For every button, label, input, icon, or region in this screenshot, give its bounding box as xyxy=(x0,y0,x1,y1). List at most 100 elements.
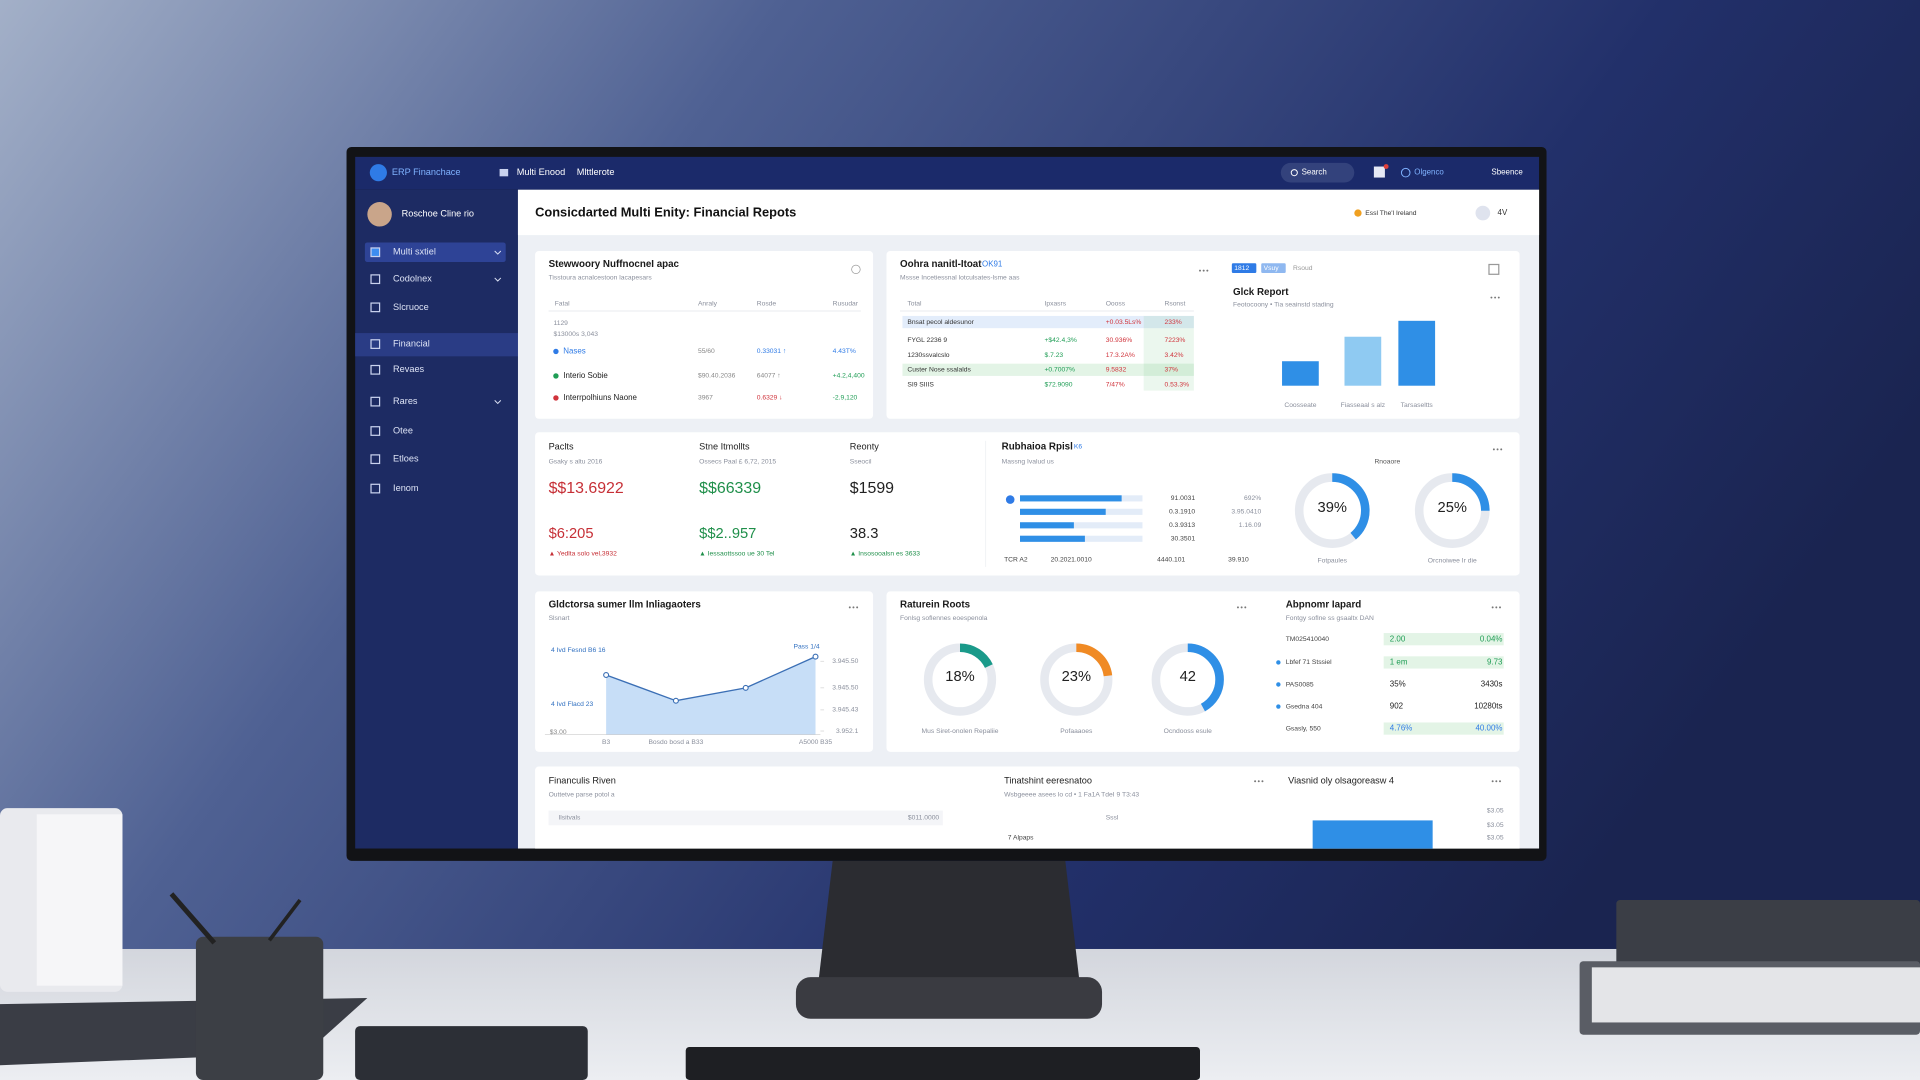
more-icon[interactable] xyxy=(1257,780,1260,783)
chart-subtitle: Massng Ivalud us xyxy=(1002,458,1055,465)
table-cell: 10280ts xyxy=(1474,702,1502,711)
kpi-label: Paclts xyxy=(549,441,574,451)
table-cell: SI9 SIIIS xyxy=(907,381,934,388)
kpi-value: 38.3 xyxy=(850,526,879,542)
keyboard xyxy=(685,1046,1200,1080)
x-tick-label: Fiasseaal s alz xyxy=(1341,402,1386,409)
report-tag[interactable]: Vsuy xyxy=(1264,265,1280,272)
row-highlight xyxy=(902,363,1194,376)
nav-item[interactable]: Multi sxtiel xyxy=(393,247,436,257)
more-icon[interactable] xyxy=(848,606,851,609)
more-icon[interactable] xyxy=(1244,606,1247,609)
table-cell: 1230ssvalcslo xyxy=(907,352,949,359)
nav-icon xyxy=(370,302,381,313)
annotation: Pass 1/4 xyxy=(793,643,819,650)
bar xyxy=(1398,320,1436,386)
table-cell: Gsedna 404 xyxy=(1286,703,1323,710)
more-icon[interactable] xyxy=(1199,269,1201,272)
table-cell: 40.00% xyxy=(1476,724,1503,733)
table-cell: 17.3.2A% xyxy=(1106,352,1135,359)
status-dot xyxy=(1276,682,1281,687)
list-row xyxy=(548,810,943,826)
kpi-trend: ▲ Iessaottssoo ue 30 Tel xyxy=(699,550,775,557)
status-dot xyxy=(553,348,559,355)
more-icon[interactable] xyxy=(1491,780,1494,783)
more-icon[interactable] xyxy=(1497,296,1500,299)
more-icon[interactable] xyxy=(1240,606,1243,609)
point xyxy=(603,672,610,678)
value-text: 0.3.9313 xyxy=(1169,522,1195,529)
more-icon[interactable] xyxy=(1495,606,1498,609)
report-icon xyxy=(1488,263,1500,275)
user-name: Roschoe Cline rio xyxy=(402,209,474,219)
more-icon[interactable] xyxy=(1206,269,1209,272)
more-icon[interactable] xyxy=(1495,780,1498,783)
book-pages xyxy=(1591,967,1920,1023)
donut-label: 23% xyxy=(1062,669,1091,685)
more-icon[interactable] xyxy=(852,606,855,609)
note: 1129 xyxy=(553,320,568,327)
more-icon[interactable] xyxy=(1499,780,1501,783)
table-cell: Custer Nose ssalalds xyxy=(907,367,971,374)
more-icon[interactable] xyxy=(1236,606,1239,609)
kpi-trend: ▲ Insosooalsn es 3633 xyxy=(850,550,920,557)
more-icon[interactable] xyxy=(1500,448,1503,451)
expand-icon xyxy=(851,264,861,275)
nav-item[interactable]: Rares xyxy=(393,396,418,406)
card-tag: OK91 xyxy=(982,260,1003,269)
table-cell: $90.40.2036 xyxy=(698,373,736,380)
table-cell: +0.03.5Ls% xyxy=(1106,319,1142,326)
tab[interactable]: Multi Enood xyxy=(517,167,565,177)
donut-caption: Mus Siret-onolen Repaliie xyxy=(922,728,999,735)
nav-item[interactable]: Revaes xyxy=(393,364,425,374)
more-icon[interactable] xyxy=(1254,780,1257,783)
more-icon[interactable] xyxy=(1261,780,1264,783)
nav-item[interactable]: Financial xyxy=(393,339,430,349)
table-cell: 35% xyxy=(1390,680,1406,689)
more-icon[interactable] xyxy=(856,606,859,609)
column-header: Rsonst xyxy=(1164,300,1185,307)
cell-highlight xyxy=(1383,722,1504,735)
tab[interactable]: Mlttlerote xyxy=(577,167,615,177)
more-icon[interactable] xyxy=(1499,606,1501,609)
donut-arc xyxy=(1040,643,1113,716)
table-cell: +$42.4,3% xyxy=(1044,337,1076,344)
search-box[interactable] xyxy=(1280,162,1355,183)
more-icon[interactable] xyxy=(1492,448,1495,451)
card-title: Tinatshint eeresnatoo xyxy=(1004,776,1092,786)
nav-item[interactable]: Etloes xyxy=(393,454,419,464)
more-icon[interactable] xyxy=(1490,296,1493,299)
nav-item[interactable]: Codolnex xyxy=(393,274,432,284)
more-icon[interactable] xyxy=(1202,269,1205,272)
report-tag[interactable]: 1812 xyxy=(1234,265,1249,272)
status-dot xyxy=(1276,704,1281,709)
donut-arc xyxy=(1294,473,1370,548)
report-tag[interactable]: Rsoud xyxy=(1293,265,1313,272)
footer-text: 20.2021.0010 xyxy=(1051,556,1092,563)
sidebar xyxy=(355,189,518,849)
app-name[interactable]: ERP Financhace xyxy=(392,167,461,177)
point xyxy=(742,684,749,691)
info-icon xyxy=(1005,495,1015,504)
notification-dot xyxy=(1383,164,1389,169)
more-icon[interactable] xyxy=(1491,606,1494,609)
kpi-value: $6:205 xyxy=(549,526,594,542)
org-name[interactable]: Olgenco xyxy=(1414,168,1444,177)
more-icon[interactable] xyxy=(1496,448,1499,451)
nav-icon xyxy=(370,274,381,285)
card xyxy=(535,766,1520,849)
kpi-sub: Sseocil xyxy=(850,458,872,465)
user-menu[interactable]: Sbeence xyxy=(1491,168,1523,177)
header-user[interactable]: 4V xyxy=(1498,208,1508,217)
nav-item[interactable]: Ienom xyxy=(393,483,419,493)
value-text: 1.16.09 xyxy=(1239,522,1262,529)
nav-item[interactable]: Slcruoce xyxy=(393,302,429,312)
avatar xyxy=(367,202,392,227)
axis-label: $3.05 xyxy=(1487,834,1504,841)
more-icon[interactable] xyxy=(1494,296,1497,299)
nav-item[interactable]: Otee xyxy=(393,425,413,435)
search-label[interactable]: Search xyxy=(1302,168,1327,177)
table-cell: 0.04% xyxy=(1480,634,1503,643)
column-header: Anraly xyxy=(698,300,718,307)
